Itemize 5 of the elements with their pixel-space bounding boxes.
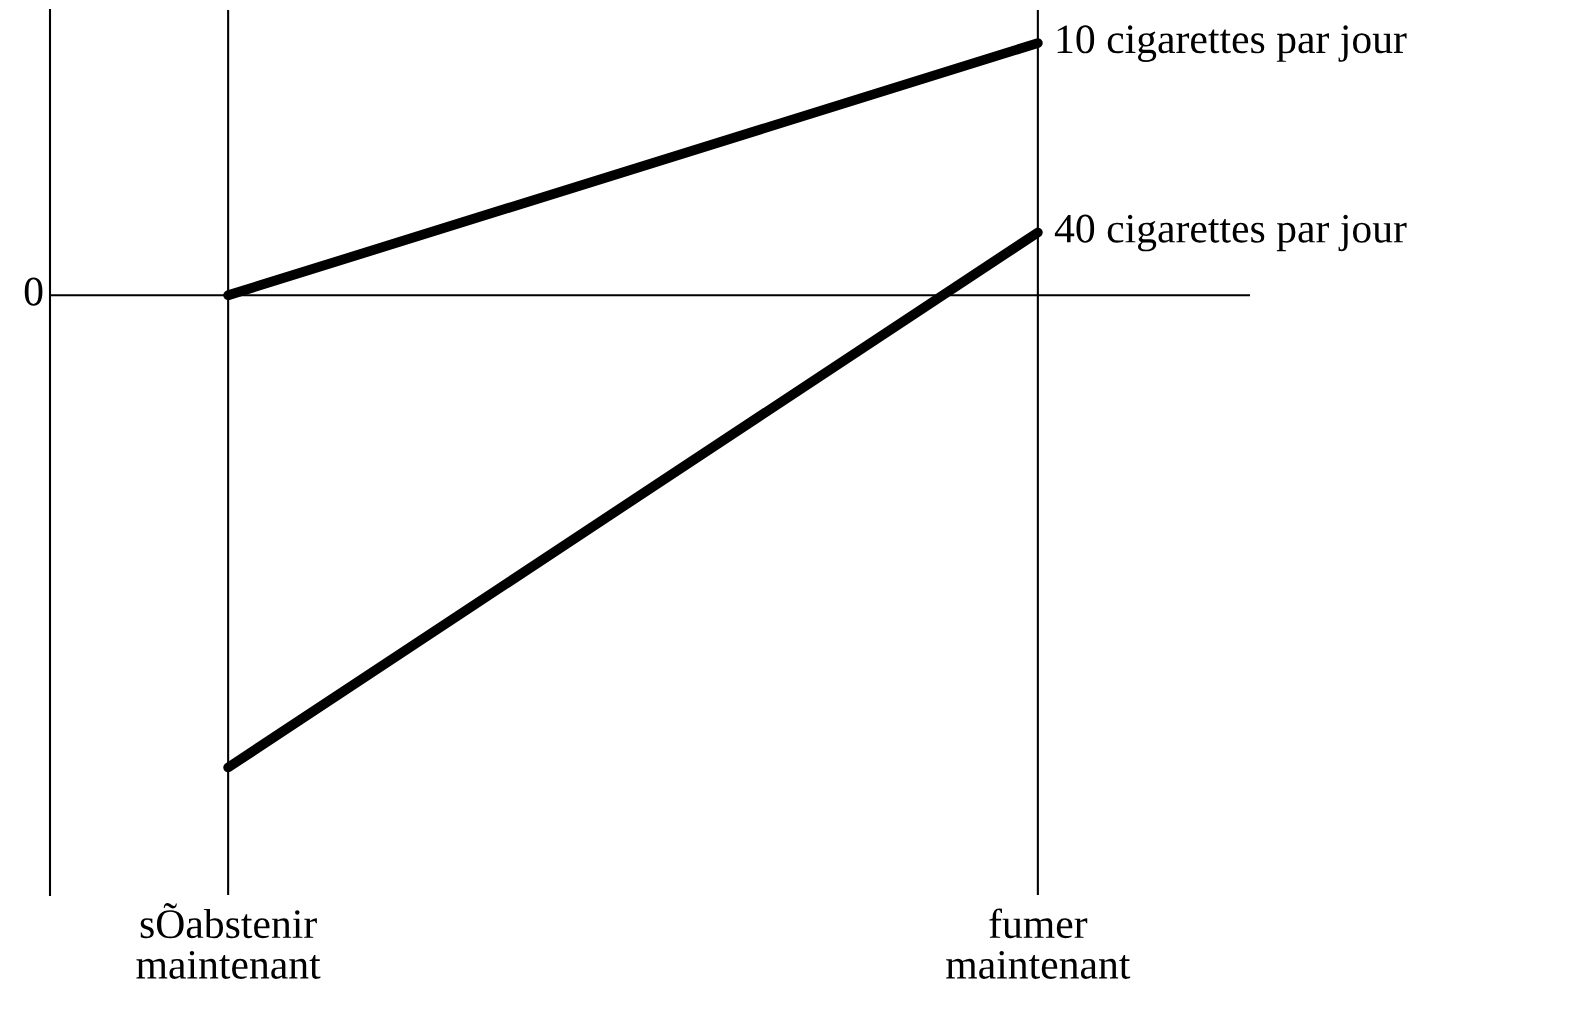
x-tick-label: sÕabstenir maintenant	[136, 903, 321, 979]
x-tick-label: fumer maintenant	[946, 908, 1131, 979]
series-label: 40 cigarettes par jour	[1054, 214, 1407, 252]
series-label: 10 cigarettes par jour	[1057, 25, 1407, 62]
ref-line-label: 0	[24, 277, 43, 306]
